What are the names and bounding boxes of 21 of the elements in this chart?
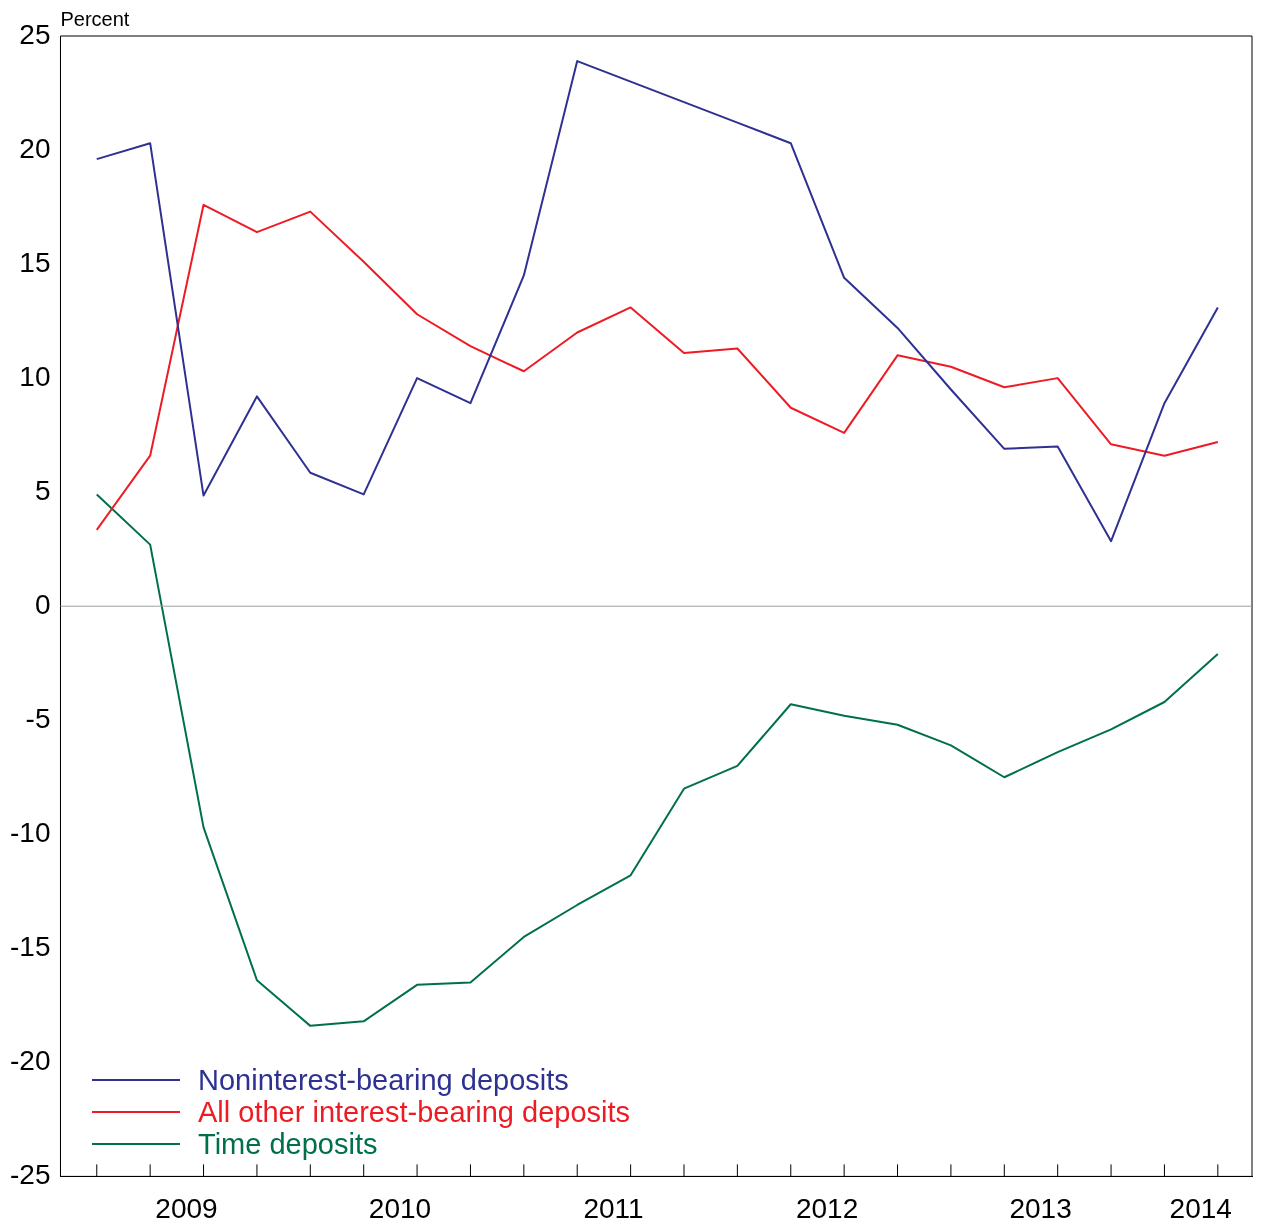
y-tick-label: 15 xyxy=(19,246,51,278)
x-tick-label: 2010 xyxy=(368,1192,432,1224)
y-axis-title: Percent xyxy=(60,7,130,30)
x-tick-label: 2012 xyxy=(795,1192,859,1224)
y-tick-label: 0 xyxy=(34,588,51,620)
y-tick-label: 10 xyxy=(19,360,51,392)
x-tick-label: 2009 xyxy=(155,1192,218,1224)
y-tick-label: -15 xyxy=(10,931,51,963)
x-tick-label: 2011 xyxy=(583,1192,644,1224)
legend-label: All other interest-bearing deposits xyxy=(198,1096,631,1128)
y-tick-label: 25 xyxy=(19,18,51,50)
y-tick-label: -10 xyxy=(10,817,51,848)
y-tick-label: 5 xyxy=(34,474,51,506)
x-tick-label: 2013 xyxy=(1009,1192,1072,1224)
legend-label: Time deposits xyxy=(198,1128,378,1160)
x-tick-label: 2014 xyxy=(1169,1192,1232,1224)
y-tick-label: -20 xyxy=(10,1045,51,1077)
legend-label: Noninterest-bearing deposits xyxy=(198,1064,569,1096)
y-tick-label: 20 xyxy=(19,132,51,164)
y-tick-label: -25 xyxy=(10,1159,51,1191)
y-tick-label: -5 xyxy=(25,702,51,734)
